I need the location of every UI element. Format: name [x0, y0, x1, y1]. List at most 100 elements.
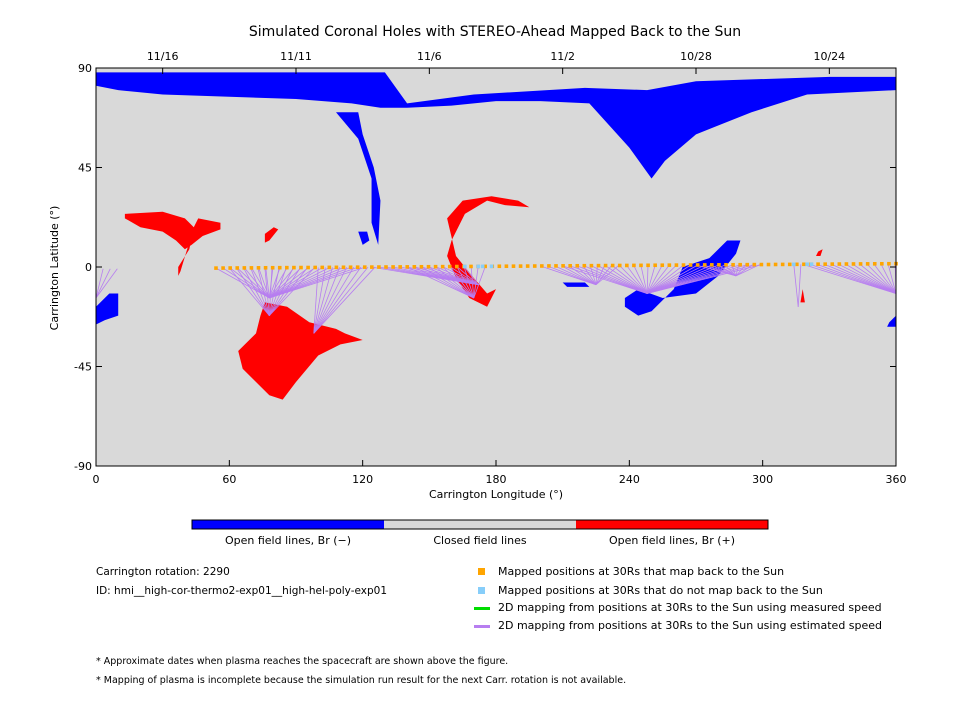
estimated-mapping-line — [442, 266, 479, 286]
estimated-mapping-line — [852, 263, 897, 294]
mapped-point — [660, 263, 665, 268]
colorbar-segment — [384, 520, 576, 529]
unmapped-point — [809, 262, 814, 267]
colorbar-segment — [576, 520, 768, 529]
mapped-point — [377, 265, 381, 269]
date-tick-label: 10/24 — [813, 50, 845, 63]
mapped-point — [887, 261, 891, 266]
mapped-point — [263, 265, 268, 270]
x-axis-label: Carrington Longitude (°) — [429, 488, 563, 501]
estimated-mapping-line — [421, 266, 474, 299]
colorbar-label-positive: Open field lines, Br (+) — [608, 534, 736, 547]
estimated-mapping-line — [95, 268, 111, 299]
mapped-point — [348, 265, 353, 270]
estimated-mapping-line — [646, 264, 706, 294]
estimated-mapping-line — [646, 265, 649, 294]
y-tick-label: -90 — [74, 460, 92, 473]
mapped-point — [228, 266, 232, 270]
mapped-point — [681, 263, 686, 267]
y-tick-label: 90 — [78, 62, 92, 75]
mapped-point — [830, 262, 835, 266]
estimated-mapping-line — [612, 265, 648, 294]
estimated-mapping-line — [793, 264, 799, 307]
positive-coronal-hole-5 — [800, 289, 805, 303]
mapped-point — [625, 263, 629, 268]
estimated-mapping-line — [646, 264, 713, 294]
unmapped-point — [805, 262, 809, 267]
mapped-point — [469, 264, 473, 269]
mapped-point — [221, 266, 225, 270]
positive-coronal-hole-1 — [264, 227, 279, 243]
estimated-mapping-line — [640, 265, 648, 294]
x-tick-label: 300 — [752, 473, 773, 486]
estimated-mapping-line — [456, 266, 479, 285]
mapped-point — [511, 264, 516, 268]
mapped-point — [525, 264, 530, 268]
date-tick-label: 11/6 — [417, 50, 442, 63]
mapped-point — [702, 263, 707, 267]
mapped-point — [370, 265, 374, 269]
mapped-point — [440, 264, 445, 269]
estimated-mapping-line — [735, 264, 761, 277]
mapped-point — [773, 262, 778, 267]
estimated-mapping-line — [598, 265, 648, 294]
estimated-mapping-line — [236, 267, 270, 316]
estimated-mapping-line — [313, 267, 355, 334]
mapped-point — [532, 264, 537, 268]
estimated-mapping-line — [605, 265, 648, 294]
axes: 0 60 120 180 240 300 360 -90 -45 0 45 90 11/16 11/11 1… — [74, 50, 906, 486]
estimated-mapping-line — [95, 268, 104, 299]
mapped-point — [766, 262, 771, 267]
estimated-mapping-line — [222, 267, 270, 299]
estimated-mapping-line — [229, 267, 270, 316]
note-dates: * Approximate dates when plasma reaches … — [96, 656, 509, 667]
estimated-mapping-line — [562, 265, 648, 294]
mapped-point — [270, 265, 275, 270]
y-axis-label: Carrington Latitude (°) — [48, 206, 61, 331]
mapped-point — [802, 262, 806, 267]
plot-area — [95, 68, 898, 466]
mapped-point — [412, 265, 417, 269]
negative-coronal-hole-0 — [96, 72, 896, 179]
colorbar-label-negative: Open field lines, Br (−) — [224, 534, 352, 547]
estimated-mapping-line — [710, 264, 737, 277]
estimated-mapping-line — [449, 266, 479, 286]
mapped-point — [334, 265, 339, 270]
mapped-point — [582, 263, 587, 268]
mapped-point — [575, 263, 580, 268]
carrington-rotation-text: Carrington rotation: 2290 — [96, 566, 230, 578]
date-tick-label: 10/28 — [680, 50, 712, 63]
mapped-point — [554, 264, 558, 268]
mapped-point — [858, 262, 863, 266]
mapped-point — [341, 265, 346, 270]
estimated-mapping-line — [619, 265, 648, 294]
estimated-mapping-line — [873, 263, 897, 294]
mapped-point — [355, 265, 360, 269]
mapped-point — [504, 264, 509, 269]
note-incomplete: * Mapping of plasma is incomplete becaus… — [96, 675, 627, 686]
legend-measured-label: 2D mapping from positions at 30Rs to the… — [498, 601, 882, 614]
estimated-mapping-line — [269, 267, 295, 299]
mapped-point — [214, 266, 218, 270]
mapped-point — [780, 262, 785, 267]
mapped-point — [865, 262, 870, 266]
estimated-mapping-line — [646, 265, 663, 294]
estimated-mapping-line — [595, 265, 605, 285]
mapped-point — [405, 265, 410, 269]
estimated-mapping-line — [823, 263, 897, 294]
colorbar — [191, 519, 769, 530]
mapped-point — [433, 264, 438, 269]
mapped-point — [306, 265, 310, 270]
mapped-point — [603, 263, 608, 268]
positive-coronal-hole-4 — [816, 249, 823, 256]
estimated-mapping-line — [269, 266, 345, 299]
estimated-mapping-line — [646, 264, 670, 294]
colorbar-frame — [191, 519, 769, 530]
unmapped-point — [476, 264, 481, 269]
estimated-mapping-line — [313, 266, 376, 334]
legend-mapped-marker — [478, 568, 485, 575]
estimated-mapping-line — [540, 265, 597, 286]
estimated-mapping-line — [313, 266, 369, 334]
x-tick-label: 180 — [486, 473, 507, 486]
date-tick-label: 11/11 — [280, 50, 312, 63]
